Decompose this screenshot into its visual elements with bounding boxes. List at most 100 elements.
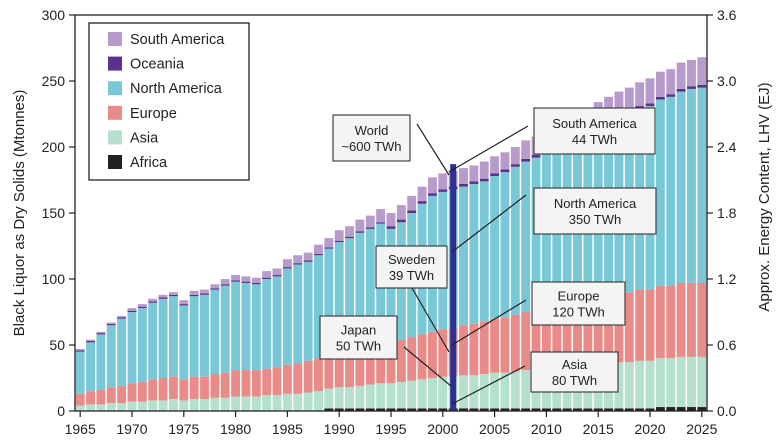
bar-africa-2021	[655, 407, 665, 411]
bar-africa-2025	[697, 407, 707, 411]
bar-oceania-1986	[293, 263, 303, 265]
bar-south-america-2017	[614, 91, 624, 114]
bar-europe-1972	[148, 379, 158, 401]
callout-label: North America	[554, 196, 637, 211]
bar-asia-1989	[324, 388, 334, 409]
bar-africa-2016	[604, 408, 614, 411]
bar-europe-1975	[179, 379, 189, 401]
bar-europe-1978	[210, 374, 220, 398]
bar-south-america-1990	[334, 230, 344, 241]
bar-south-america-2023	[676, 62, 686, 89]
callout-label: Sweden	[388, 252, 435, 267]
bar-north-america-2025	[697, 87, 707, 283]
bar-europe-2019	[635, 289, 645, 361]
bar-europe-2014	[583, 298, 593, 365]
bar-oceania-2002	[459, 183, 468, 187]
bar-asia-2020	[645, 360, 655, 409]
bar-asia-2023	[676, 356, 686, 408]
bar-south-america-1977	[200, 289, 209, 294]
callout-label: 39 TWh	[389, 268, 434, 283]
bar-north-america-1965	[75, 351, 85, 394]
bar-south-america-1988	[314, 244, 323, 254]
y2-tick-label: 0.0	[717, 403, 737, 419]
bar-north-america-2003	[469, 183, 479, 324]
bar-asia-1984	[272, 395, 282, 411]
bar-north-america-1966	[86, 342, 95, 392]
bar-north-america-1982	[251, 284, 261, 371]
callout-box	[375, 245, 448, 289]
bar-south-america-2008	[521, 140, 531, 159]
callout-leader-line	[451, 299, 527, 346]
bar-oceania-1981	[241, 281, 251, 283]
bar-oceania-2019	[635, 106, 645, 109]
bar-oceania-1974	[168, 294, 178, 297]
bar-europe-1994	[376, 342, 386, 384]
legend: South America Oceania North America Europe A…	[88, 22, 250, 181]
bar-oceania-1969	[117, 317, 127, 319]
bar-asia-1985	[282, 393, 292, 411]
legend-label: Oceania	[130, 57, 185, 73]
bar-europe-2006	[500, 317, 510, 373]
bar-asia-1999	[427, 378, 437, 409]
bar-south-america-1970	[127, 308, 137, 311]
bar-asia-1993	[365, 384, 375, 409]
bar-oceania-1973	[158, 297, 168, 299]
callout-leader-line	[416, 123, 450, 176]
y-tick-label: 150	[42, 205, 66, 221]
bar-south-america-1982	[251, 277, 261, 283]
bar-oceania-1995	[386, 226, 396, 229]
bar-south-america-1993	[365, 215, 375, 228]
x-tick-label: 1990	[324, 421, 355, 437]
bar-oceania-1983	[262, 277, 272, 279]
y2-tick-label: 1.2	[717, 271, 737, 287]
bar-asia-1982	[251, 396, 261, 411]
y2-tick-label: 1.8	[717, 205, 737, 221]
bar-europe-2025	[697, 282, 707, 357]
bar-asia-1965	[75, 405, 85, 411]
bar-oceania-1992	[355, 231, 365, 233]
bar-asia-1991	[345, 387, 355, 409]
legend-label: Asia	[130, 130, 159, 146]
x-tick-label: 1995	[375, 421, 406, 437]
bar-south-america-1983	[262, 271, 272, 278]
legend-swatch	[108, 32, 122, 46]
bar-north-america-1969	[117, 318, 127, 386]
bar-oceania-1994	[376, 222, 386, 224]
bar-south-america-2025	[697, 57, 707, 85]
bar-south-america-2024	[687, 59, 696, 87]
bar-asia-1969	[117, 403, 127, 411]
legend-swatch	[108, 105, 122, 120]
bar-oceania-2005	[490, 173, 500, 177]
bar-europe-2018	[624, 292, 634, 363]
bar-asia-1971	[137, 401, 147, 411]
callout-label: ~600 TWh	[341, 139, 401, 154]
bar-africa-2011	[552, 408, 562, 411]
y-tick-label: 300	[42, 7, 66, 23]
bar-oceania-1998	[417, 201, 427, 204]
bar-oceania-1975	[179, 304, 189, 306]
bar-north-america-1988	[314, 255, 323, 359]
x-tick-label: 2000	[427, 421, 458, 437]
bar-europe-2015	[593, 296, 603, 364]
bar-north-america-1989	[324, 248, 334, 355]
y-tick-label: 100	[42, 271, 66, 287]
bar-africa-2007	[510, 408, 520, 411]
bar-north-america-1973	[158, 298, 168, 378]
bar-oceania-1976	[189, 294, 199, 297]
bar-asia-1997	[407, 380, 417, 409]
bar-asia-1973	[158, 400, 168, 411]
bar-oceania-2024	[687, 86, 696, 89]
bar-south-america-1999	[427, 177, 437, 194]
bar-south-america-2007	[510, 147, 520, 165]
bar-asia-1972	[148, 400, 158, 411]
bar-asia-1994	[376, 383, 386, 409]
bar-africa-1999	[427, 408, 437, 411]
bar-south-america-1967	[96, 331, 106, 334]
bar-oceania-1999	[427, 193, 437, 196]
bar-europe-2010	[541, 308, 551, 369]
bar-north-america-2008	[521, 161, 531, 312]
legend-label: South America	[130, 32, 225, 48]
bar-africa-2019	[635, 408, 645, 411]
callout-label: South America	[552, 116, 637, 131]
bar-africa-2015	[593, 408, 603, 411]
